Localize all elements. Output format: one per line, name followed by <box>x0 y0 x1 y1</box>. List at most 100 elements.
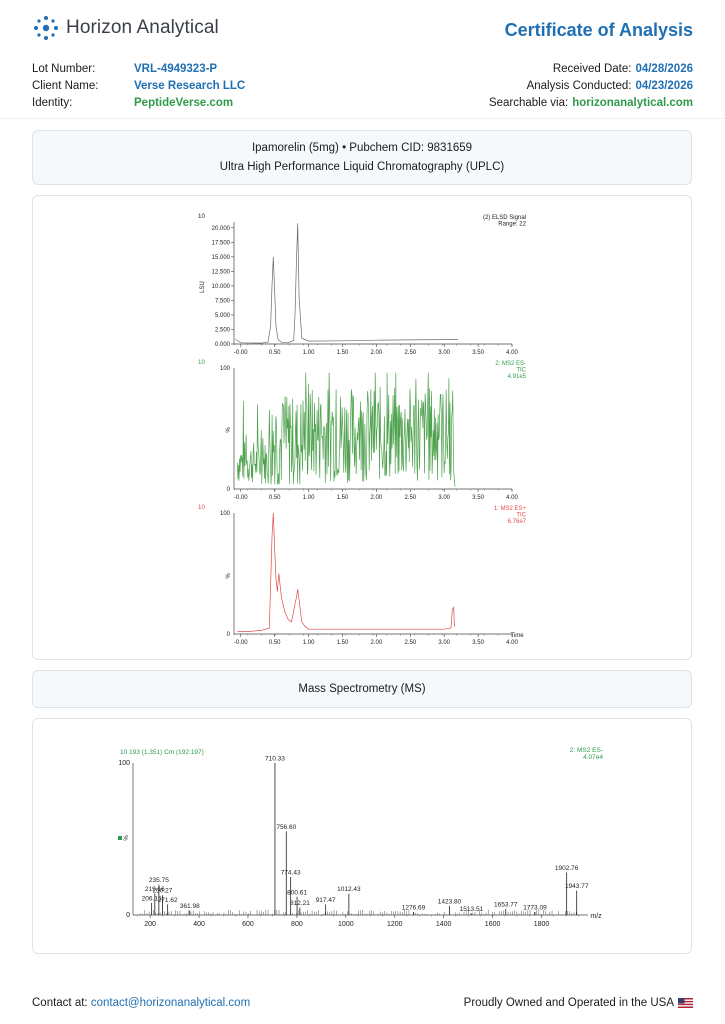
ms-x-tick-label: 400 <box>193 921 205 928</box>
ms-x-tick-label: 200 <box>144 921 156 928</box>
received-date-label: Received Date: <box>552 63 632 75</box>
searchable-label: Searchable via: <box>488 97 569 109</box>
elsd-y-tick-label: 7.500 <box>215 298 231 304</box>
received-date-value: 04/28/2026 <box>635 63 693 75</box>
es-plus-y-min: 0 <box>227 632 231 638</box>
elsd-x-tick-label: -0.00 <box>234 350 248 356</box>
es-minus-x-tick-label: 1.00 <box>303 495 315 501</box>
horizon-logo-icon <box>34 16 58 40</box>
ms-legend-marker <box>118 836 122 840</box>
es-minus-x-tick-label: 4.00 <box>506 495 518 501</box>
header-divider <box>0 118 725 119</box>
es-plus-x-axis-label: Time <box>510 633 524 639</box>
ms-peak-label: 1943.77 <box>565 883 589 890</box>
es-plus-legend-line: 1: MS2 ES+ <box>494 506 527 512</box>
ms-peak-label: 219.16 <box>145 886 165 893</box>
contact-email-link[interactable]: contact@horizonanalytical.com <box>90 997 251 1009</box>
es-plus-x-tick-label: 0.50 <box>269 640 281 646</box>
elsd-y-tick-label: 12.500 <box>212 269 231 275</box>
ms-x-tick-label: 1600 <box>485 921 501 928</box>
elsd-corner-label: 10 <box>198 213 205 220</box>
ms-peak-label: 1653.77 <box>494 901 518 908</box>
ms-peak-label: 1012.43 <box>337 886 361 893</box>
es-plus-chart: -0.00 0.50 1.00 1.50 2.00 2.50 3.00 3.50 4.00 10 1… <box>198 504 527 646</box>
ms-y-min: 0 <box>126 912 130 919</box>
ms-peak-label: 812.21 <box>290 900 310 907</box>
es-minus-x-tick-label: 3.50 <box>472 495 484 501</box>
ms-peak-label: 361.98 <box>180 903 200 910</box>
elsd-y-tick-label: 15.000 <box>212 255 231 261</box>
ms-header-card: Mass Spectrometry (MS) <box>32 670 692 708</box>
client-name-row: Client Name: Verse Research LLC <box>32 78 245 95</box>
ms-y-axis-label: % <box>124 835 130 841</box>
elsd-y-tick-label: 17.500 <box>212 240 231 246</box>
analysis-date-label: Analysis Conducted: <box>526 80 632 92</box>
elsd-x-tick-label: 1.50 <box>337 350 349 356</box>
ms-x-tick-label: 1000 <box>338 921 354 928</box>
elsd-x-tick-label: 2.50 <box>404 350 416 356</box>
ms-peak-label: 756.60 <box>276 824 296 831</box>
ms-legend-line: 2: MS2 ES- <box>570 747 603 754</box>
elsd-y-axis-label: LSU <box>200 281 206 293</box>
ms-y-max: 100 <box>118 760 130 767</box>
es-plus-trace <box>237 512 455 632</box>
ms-peak-label: 774.43 <box>281 870 301 877</box>
brand: Horizon Analytical <box>32 14 219 42</box>
es-minus-trace <box>237 372 456 487</box>
ms-x-tick-label: 1800 <box>534 921 550 928</box>
es-minus-x-tick-label: 1.50 <box>337 495 349 501</box>
received-date-row: Received Date: 04/28/2026 <box>489 61 693 78</box>
es-plus-legend-line: TIC <box>516 513 526 519</box>
es-minus-x-tick-label: 0.50 <box>269 495 281 501</box>
es-plus-x-tick-label: 1.50 <box>337 640 349 646</box>
elsd-trace <box>235 223 458 344</box>
ms-x-axis-label: m/z <box>590 913 602 920</box>
identity-value: PeptideVerse.com <box>134 97 234 109</box>
ms-peak-label: 206.15 <box>142 895 162 902</box>
es-minus-legend-line: 2: MS2 ES- <box>495 361 526 367</box>
ms-x-tick-label: 800 <box>291 921 303 928</box>
usa-text: Proudly Owned and Operated in the USA <box>463 997 674 1009</box>
us-flag-icon <box>678 998 693 1008</box>
ms-x-tick-label: 1200 <box>387 921 403 928</box>
ms-peak-label: 1773.09 <box>523 904 547 911</box>
es-plus-legend-line: 6.76e7 <box>508 519 527 525</box>
es-minus-chart: -0.00 0.50 1.00 1.50 2.00 2.50 3.00 3.50 4.00 10 2… <box>198 359 527 501</box>
meta-left: Lot Number: VRL-4949323-P Client Name: V… <box>32 61 245 112</box>
lot-number-value: VRL-4949323-P <box>134 63 218 75</box>
ms-peak-label: 1423.80 <box>438 898 462 905</box>
es-minus-x-tick-label: 2.50 <box>404 495 416 501</box>
es-plus-y-max: 100 <box>220 511 231 517</box>
meta-right: Received Date: 04/28/2026 Analysis Conduc… <box>489 61 693 112</box>
elsd-y-tick-label: 5.000 <box>215 313 231 319</box>
ms-x-tick-label: 1400 <box>436 921 452 928</box>
searchable-value: horizonanalytical.com <box>572 97 693 109</box>
ms-peak-label: 235.75 <box>149 877 169 884</box>
lot-number-row: Lot Number: VRL-4949323-P <box>32 61 245 78</box>
elsd-x-tick-label: 3.00 <box>438 350 450 356</box>
elsd-y-tick-label: 0.000 <box>215 342 231 348</box>
ms-x-tick-label: 600 <box>242 921 254 928</box>
searchable-row: Searchable via: horizonanalytical.com <box>489 95 693 112</box>
es-plus-x-tick-label: 3.00 <box>438 640 450 646</box>
es-minus-x-tick-label: 2.00 <box>371 495 383 501</box>
method-line: Ultra High Performance Liquid Chromatogr… <box>219 161 505 173</box>
ms-peak-label: 917.47 <box>316 897 336 904</box>
ms-peak-label: 1513.51 <box>460 906 484 913</box>
elsd-x-tick-label: 3.50 <box>472 350 484 356</box>
es-plus-corner-label: 10 <box>198 504 205 511</box>
ms-peak-label: 271.62 <box>158 897 178 904</box>
footer-contact: Contact at: contact@horizonanalytical.co… <box>32 997 250 1009</box>
elsd-y-tick-label: 2.500 <box>215 327 231 333</box>
ms-title: Mass Spectrometry (MS) <box>298 683 426 695</box>
document-title: Certificate of Analysis <box>504 20 693 40</box>
elsd-chart: -0.00 0.50 1.00 1.50 2.00 2.50 3.00 3.50 4.00 10 (… <box>198 213 527 356</box>
es-minus-y-max: 100 <box>220 366 231 372</box>
identity-row: Identity: PeptideVerse.com <box>32 95 245 112</box>
es-plus-x-tick-label: 4.00 <box>506 640 518 646</box>
es-minus-x-tick-label: 3.00 <box>438 495 450 501</box>
es-plus-x-tick-label: 2.50 <box>404 640 416 646</box>
ms-spectrum-chart: 200 400 600 800 1000 1200 1400 1600 18001000%m/z… <box>118 747 603 928</box>
client-name-value: Verse Research LLC <box>134 80 246 92</box>
